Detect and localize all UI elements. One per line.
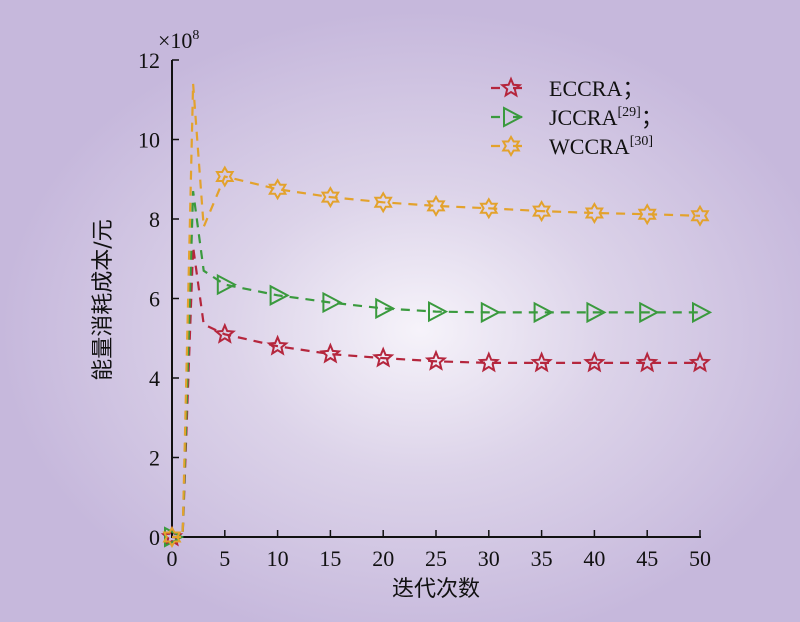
y-tick-label: 8: [149, 207, 160, 232]
y-axis-title: 能量消耗成本/元: [91, 219, 116, 380]
data-point: [477, 351, 500, 373]
data-point: [162, 526, 182, 548]
data-point: [424, 349, 448, 371]
legend-label: JCCRA[29]；: [549, 105, 663, 130]
legend-entry: JCCRA[29]；: [491, 105, 663, 130]
y-multiplier-exponent: 8: [192, 28, 199, 43]
x-tick-label: 30: [478, 546, 500, 571]
data-point: [319, 342, 342, 364]
series-line: [172, 191, 700, 539]
x-tick-label: 25: [425, 546, 447, 571]
data-point: [636, 351, 659, 373]
data-point: [637, 203, 657, 226]
data-point: [532, 200, 552, 223]
series-wccra: [162, 83, 710, 548]
legend-marker: [501, 135, 521, 157]
y-multiplier: ×108: [158, 28, 199, 53]
data-point: [268, 178, 288, 201]
y-tick-label: 4: [149, 366, 160, 391]
x-tick-label: 35: [531, 546, 553, 571]
y-tick-label: 6: [149, 287, 160, 312]
data-point: [480, 301, 501, 324]
series-layer: [160, 83, 713, 548]
y-tick-label: 0: [149, 525, 160, 550]
legend-ref: [29]: [617, 105, 640, 120]
data-point: [269, 284, 290, 306]
legend-name: ECCRA: [549, 76, 622, 101]
data-point: [213, 322, 236, 344]
legend-marker: [503, 106, 524, 128]
data-point: [688, 351, 712, 373]
axes: 0 2 4 6 8 10 12 0 5 10 15 20 25 30 35 40 45 50: [138, 48, 711, 571]
x-tick-label: 50: [689, 546, 711, 571]
data-point: [426, 194, 446, 217]
data-point: [639, 301, 660, 324]
data-point: [428, 300, 449, 323]
x-tick-label: 40: [583, 546, 605, 571]
data-point: [692, 301, 713, 324]
x-tick-label: 15: [319, 546, 341, 571]
data-point: [266, 334, 289, 356]
x-axis-title: 迭代次数: [392, 577, 480, 602]
legend-label: ECCRA；: [549, 76, 644, 101]
series-line: [172, 246, 700, 539]
legend-label: WCCRA[30]: [549, 134, 653, 159]
data-point: [530, 351, 553, 373]
data-point: [584, 202, 604, 224]
y-tick-label: 2: [149, 446, 160, 471]
data-point: [479, 197, 499, 220]
y-tick-label: 12: [138, 48, 160, 73]
data-point: [586, 301, 607, 324]
data-point: [375, 297, 396, 320]
series-jccra: [164, 191, 713, 548]
x-tick-label: 20: [372, 546, 394, 571]
y-tick-label: 10: [138, 128, 160, 153]
data-point: [216, 273, 237, 296]
legend: ECCRA；JCCRA[29]；WCCRA[30]: [491, 76, 663, 159]
legend-marker: [499, 76, 523, 98]
x-tick-label: 10: [267, 546, 289, 571]
data-point: [690, 204, 710, 227]
x-tick-label: 5: [219, 546, 230, 571]
series-eccra: [160, 246, 712, 547]
data-point: [320, 186, 340, 209]
series-line: [172, 83, 701, 539]
legend-suffix: ；: [641, 105, 663, 130]
data-point: [215, 165, 235, 188]
data-point: [583, 351, 606, 373]
data-point: [533, 301, 554, 324]
x-tick-label: 0: [167, 546, 178, 571]
legend-entry: WCCRA[30]: [491, 134, 653, 159]
legend-suffix: ；: [622, 76, 644, 101]
data-point: [372, 346, 395, 368]
data-point: [373, 191, 393, 214]
legend-name: JCCRA: [549, 105, 618, 130]
data-point: [322, 291, 343, 314]
x-tick-label: 45: [636, 546, 658, 571]
legend-name: WCCRA: [549, 134, 630, 159]
legend-entry: ECCRA；: [491, 76, 644, 101]
legend-ref: [30]: [630, 134, 653, 149]
